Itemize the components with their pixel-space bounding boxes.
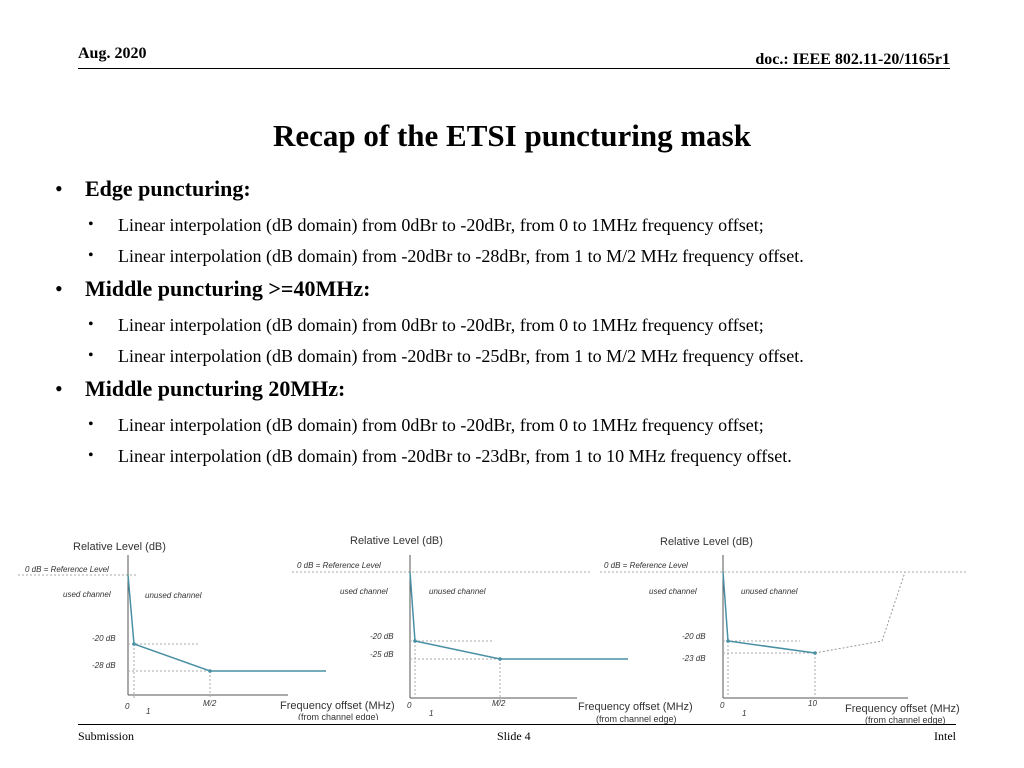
y-axis-title: Relative Level (dB) [73,541,166,553]
reference-level-label: 0 dB = Reference Level [297,561,381,570]
section-item: Linear interpolation (dB domain) from -2… [118,446,792,466]
x-axis-title: Frequency offset (MHz) [578,701,693,713]
bullet-icon: • [55,376,63,401]
y-tick-label: -28 dB [92,661,116,670]
bullet-icon: • [88,316,94,333]
mask-point [413,639,417,643]
bullet-icon: • [55,176,63,201]
x-tick-label: M/2 [203,699,217,708]
used-channel-label: used channel [63,590,111,599]
slide-title: Recap of the ETSI puncturing mask [273,118,751,153]
bullet-icon: • [55,276,63,301]
used-channel-label: used channel [340,587,388,596]
mask-point [208,669,212,673]
x-tick-label: 1 [742,709,746,718]
middle-puncturing-40mhz-mask-chart: Relative Level (dB) 0 dB = Reference Lev… [292,520,712,725]
y-tick-label: -23 dB [682,654,706,663]
section-edge-puncturing: • Edge puncturing: • Linear interpolation … [50,172,990,272]
bullet-icon: • [88,216,94,233]
section-item: Linear interpolation (dB domain) from -2… [118,346,804,366]
edge-puncturing-mask-chart: Relative Level (dB) 0 dB = Reference Lev… [18,520,413,722]
footer-submission: Submission [78,729,135,743]
x-axis-note: (from channel edge) [865,715,946,725]
x-tick-label: 0 [720,701,725,710]
bullet-icon: • [88,347,94,364]
slide-body: • Edge puncturing: • Linear interpolation … [50,172,990,472]
y-axis-title: Relative Level (dB) [350,535,443,547]
section-item: Linear interpolation (dB domain) from 0d… [118,415,764,435]
x-tick-label: 0 [125,702,130,711]
bullet-icon: • [88,247,94,264]
bullet-icon: • [88,447,94,464]
section-item: Linear interpolation (dB domain) from 0d… [118,315,764,335]
header-doc-id: doc.: IEEE 802.11-20/1165r1 [755,51,950,68]
header-divider [78,68,950,69]
section-item: Linear interpolation (dB domain) from -2… [118,246,804,266]
mask-line [409,571,628,660]
section-heading: Edge puncturing: [85,176,251,201]
reference-level-label: 0 dB = Reference Level [604,561,688,570]
section-item: Linear interpolation (dB domain) from 0d… [118,215,764,235]
middle-puncturing-20mhz-mask-chart: Relative Level (dB) 0 dB = Reference Lev… [600,520,1000,725]
section-middle-puncturing-40: • Middle puncturing >=40MHz: • Linear inte… [50,272,990,372]
footer-slide-number: Slide 4 [497,729,531,743]
bullet-icon: • [88,416,94,433]
x-tick-label: 1 [146,707,150,716]
y-tick-label: -20 dB [92,634,116,643]
x-tick-label: 1 [429,709,433,718]
x-tick-label: 10 [808,699,817,708]
mask-point [813,651,817,655]
mask-point [132,642,136,646]
x-axis-title: Frequency offset (MHz) [845,703,960,715]
y-tick-label: -20 dB [682,632,706,641]
reference-level-label: 0 dB = Reference Level [25,565,109,574]
unused-channel-label: unused channel [429,587,486,596]
x-axis-title: Frequency offset (MHz) [280,700,395,712]
mask-mirror-line [814,571,906,654]
x-tick-label: M/2 [492,699,506,708]
unused-channel-label: unused channel [741,587,798,596]
footer-company: Intel [934,729,956,743]
x-tick-label: 0 [407,701,412,710]
mask-point [726,639,730,643]
used-channel-label: used channel [649,587,697,596]
mask-line [127,574,326,672]
footer-divider [78,724,956,725]
header-date: Aug. 2020 [78,45,147,62]
y-tick-label: -25 dB [370,650,394,659]
unused-channel-label: unused channel [145,591,202,600]
x-axis-note: (from channel edge) [298,712,379,720]
y-tick-label: -20 dB [370,632,394,641]
section-middle-puncturing-20: • Middle puncturing 20MHz: • Linear interp… [50,372,990,472]
x-axis-note: (from channel edge) [596,714,677,724]
y-axis-title: Relative Level (dB) [660,536,753,548]
mask-point [498,657,502,661]
section-heading: Middle puncturing >=40MHz: [85,276,371,301]
section-heading: Middle puncturing 20MHz: [85,376,346,401]
